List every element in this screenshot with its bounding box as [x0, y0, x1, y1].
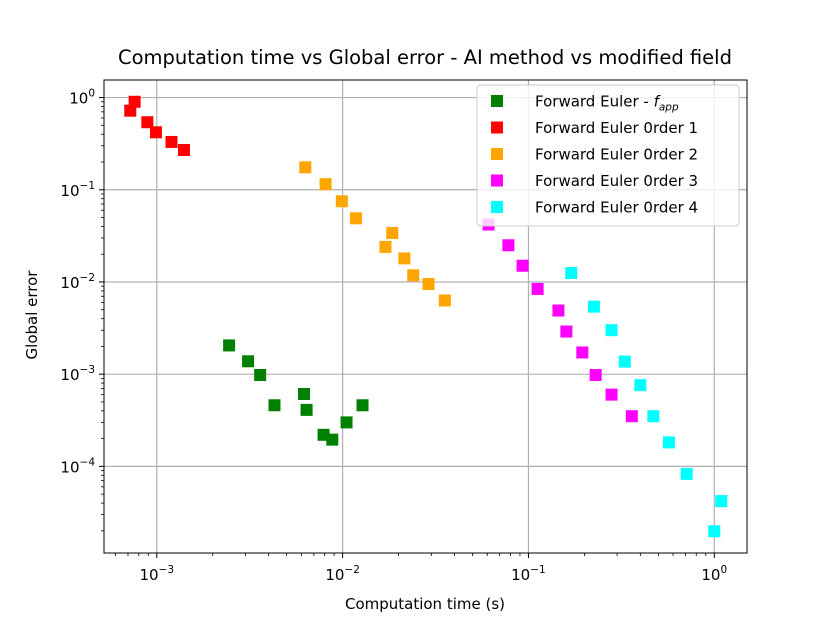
data-point — [340, 416, 353, 429]
plot-frame — [103, 79, 748, 554]
data-point — [502, 239, 515, 252]
data-point — [647, 410, 660, 423]
y-tick-label: 10−1 — [60, 180, 95, 200]
series-3 — [299, 161, 451, 307]
x-axis-label: Computation time (s) — [345, 595, 505, 613]
data-point — [560, 325, 573, 338]
data-point — [124, 104, 137, 117]
data-point — [531, 282, 544, 295]
data-point — [662, 436, 675, 449]
legend-entry: Forward Euler - fapp — [535, 93, 679, 114]
series-4 — [482, 218, 638, 423]
data-point — [618, 355, 631, 368]
data-point — [223, 339, 236, 352]
data-point — [587, 300, 600, 313]
data-point — [589, 368, 602, 381]
chart-title: Computation time vs Global error - AI me… — [118, 46, 732, 69]
y-tick-label: 10−2 — [60, 272, 95, 292]
data-point — [516, 259, 529, 272]
series-5 — [565, 267, 728, 538]
data-point — [177, 143, 190, 156]
data-point — [576, 346, 589, 359]
legend-marker — [491, 121, 503, 134]
x-tick-label: 10−3 — [139, 564, 174, 584]
data-point — [398, 252, 411, 265]
data-point — [552, 304, 565, 317]
data-point — [605, 388, 618, 401]
data-point — [605, 324, 618, 337]
legend-marker — [491, 174, 503, 187]
series-1 — [223, 339, 369, 446]
legend-entry: Forward Euler 0rder 2 — [535, 146, 698, 164]
data-point — [141, 116, 154, 129]
data-point — [242, 355, 255, 368]
legend-marker — [491, 201, 503, 213]
x-tick-label: 100 — [701, 564, 727, 584]
data-point — [349, 212, 362, 225]
plot-area — [124, 95, 728, 538]
data-point — [356, 399, 369, 412]
data-point — [407, 269, 420, 282]
legend-entry: Forward Euler 0rder 3 — [535, 172, 698, 190]
legend-marker — [491, 95, 503, 107]
data-point — [438, 294, 451, 307]
y-tick-label: 10−3 — [60, 364, 95, 384]
legend: Forward Euler - fapp Forward Euler 0rder … — [476, 84, 740, 227]
data-point — [634, 379, 647, 392]
data-point — [386, 226, 399, 239]
series-2 — [124, 95, 190, 156]
data-point — [379, 240, 392, 253]
data-point — [625, 410, 638, 423]
data-point — [335, 195, 348, 208]
y-tick-label: 10−4 — [60, 456, 95, 476]
data-point — [680, 467, 693, 480]
data-point — [326, 433, 339, 446]
y-tick-label: 100 — [69, 88, 95, 108]
legend-entry: Forward Euler 0rder 1 — [535, 119, 698, 137]
data-point — [319, 178, 332, 191]
y-axis: 10−4 10−3 10−2 10−1 100 — [60, 88, 104, 532]
legend-marker — [491, 148, 503, 160]
data-point — [128, 95, 141, 108]
data-point — [299, 161, 312, 174]
data-point — [268, 399, 281, 412]
data-point — [254, 368, 267, 381]
data-point — [298, 387, 311, 400]
x-tick-label: 10−1 — [511, 564, 546, 584]
legend-box — [476, 84, 740, 227]
x-tick-label: 10−2 — [325, 564, 360, 584]
data-point — [565, 267, 578, 280]
data-point — [422, 278, 435, 291]
y-axis-label: Global error — [23, 270, 41, 360]
data-point — [715, 495, 728, 508]
data-point — [165, 135, 178, 148]
data-point — [149, 126, 162, 139]
x-axis: 10−3 10−2 10−1 100 — [115, 553, 727, 584]
legend-entry: Forward Euler 0rder 4 — [535, 199, 698, 217]
data-point — [300, 403, 313, 416]
data-point — [708, 525, 721, 538]
